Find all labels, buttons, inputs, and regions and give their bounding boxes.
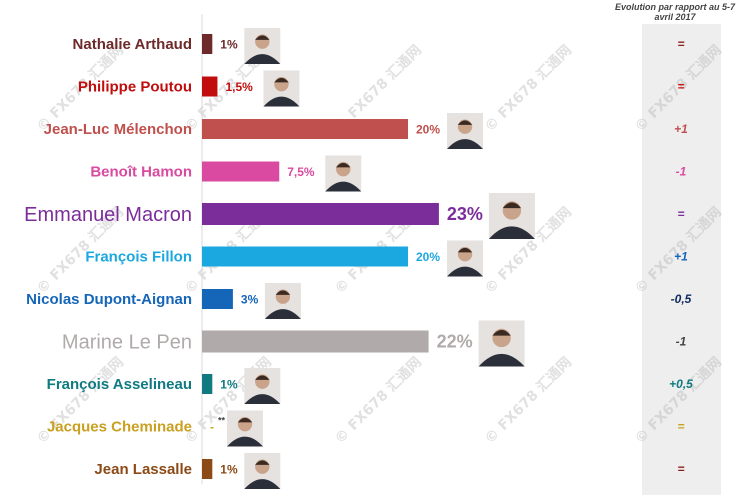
candidate-photo xyxy=(488,193,535,239)
value-label: 23% xyxy=(447,204,483,224)
value-label: 1% xyxy=(220,38,238,52)
value-label: 1% xyxy=(220,463,238,477)
evolution-value: = xyxy=(677,207,684,221)
value-label: 7,5% xyxy=(287,165,315,179)
value-label: 3% xyxy=(241,293,259,307)
bar xyxy=(202,161,280,182)
evolution-value: +0,5 xyxy=(669,377,693,391)
candidate-label: Jacques Cheminade xyxy=(47,419,192,436)
evolution-header: Evolution par rapport au 5-7 avril 2017 xyxy=(614,2,735,22)
candidate-label: Benoît Hamon xyxy=(90,164,192,181)
value-label: 20% xyxy=(416,123,440,137)
evolution-column xyxy=(642,24,721,495)
candidate-photo xyxy=(227,410,263,447)
bar xyxy=(202,374,213,394)
bar xyxy=(202,289,233,309)
candidate-label: François Fillon xyxy=(85,249,192,266)
candidate-photo xyxy=(264,283,301,319)
candidate-photo xyxy=(263,70,300,107)
value-label: 1% xyxy=(220,378,238,392)
value-label: 22% xyxy=(437,332,473,352)
bar xyxy=(202,34,213,54)
evolution-value: = xyxy=(677,420,684,434)
bar xyxy=(202,119,408,139)
candidate-label: Philippe Poutou xyxy=(78,79,192,96)
value-label: 20% xyxy=(416,250,440,264)
evolution-value: = xyxy=(677,462,684,476)
candidate-photo xyxy=(447,240,483,277)
value-label: 1,5% xyxy=(225,80,253,94)
evolution-value: = xyxy=(677,37,684,51)
evolution-value: -1 xyxy=(676,165,687,179)
evolution-value: +1 xyxy=(674,122,688,136)
value-label: - xyxy=(210,420,214,434)
value-note: ** xyxy=(218,416,226,426)
bar xyxy=(202,459,213,479)
candidate-label: Nathalie Arthaud xyxy=(73,36,192,53)
candidate-photo xyxy=(244,368,281,404)
candidate-label: François Asselineau xyxy=(47,376,192,393)
candidate-photo xyxy=(244,453,281,489)
candidate-label: Jean-Luc Mélenchon xyxy=(44,121,192,138)
candidate-label: Marine Le Pen xyxy=(62,332,192,354)
bar xyxy=(202,76,218,97)
candidate-photo xyxy=(244,28,281,64)
candidate-photo xyxy=(325,155,362,192)
candidate-label: Jean Lassalle xyxy=(94,461,192,478)
evolution-value: +1 xyxy=(674,250,688,264)
candidate-label: Nicolas Dupont-Aignan xyxy=(26,291,192,308)
evolution-value: -1 xyxy=(676,335,687,349)
candidate-photo xyxy=(478,320,525,367)
evolution-value: -0,5 xyxy=(671,292,692,306)
candidate-label: Emmanuel Macron xyxy=(24,204,192,226)
bar xyxy=(202,203,439,225)
bar xyxy=(202,246,408,267)
evolution-value: = xyxy=(677,80,684,94)
candidate-photo xyxy=(447,113,483,149)
bar xyxy=(202,330,429,353)
